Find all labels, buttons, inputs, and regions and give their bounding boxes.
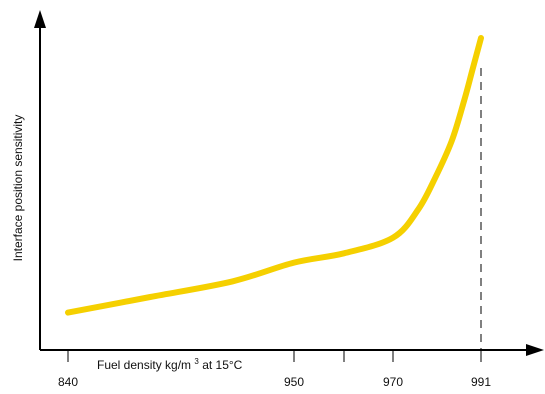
x-ticks: 840 950 970 991 <box>58 350 491 389</box>
y-axis-label: Interface position sensitivity <box>11 115 25 262</box>
x-tick-label-970: 970 <box>383 375 403 389</box>
x-tick-label-950: 950 <box>284 375 304 389</box>
x-axis-arrow <box>526 344 544 356</box>
axes <box>34 10 544 356</box>
x-axis-label-main: Fuel density kg/m <box>97 358 191 372</box>
x-axis-label-units: at 15°C <box>202 358 242 372</box>
x-axis-label: Fuel density kg/m 3 at 15°C <box>97 353 243 372</box>
sensitivity-curve <box>65 35 484 316</box>
x-tick-label-991: 991 <box>471 375 491 389</box>
x-tick-label-840: 840 <box>58 375 78 389</box>
x-axis-label-superscript: 3 <box>194 357 199 366</box>
y-axis-arrow <box>34 10 46 28</box>
